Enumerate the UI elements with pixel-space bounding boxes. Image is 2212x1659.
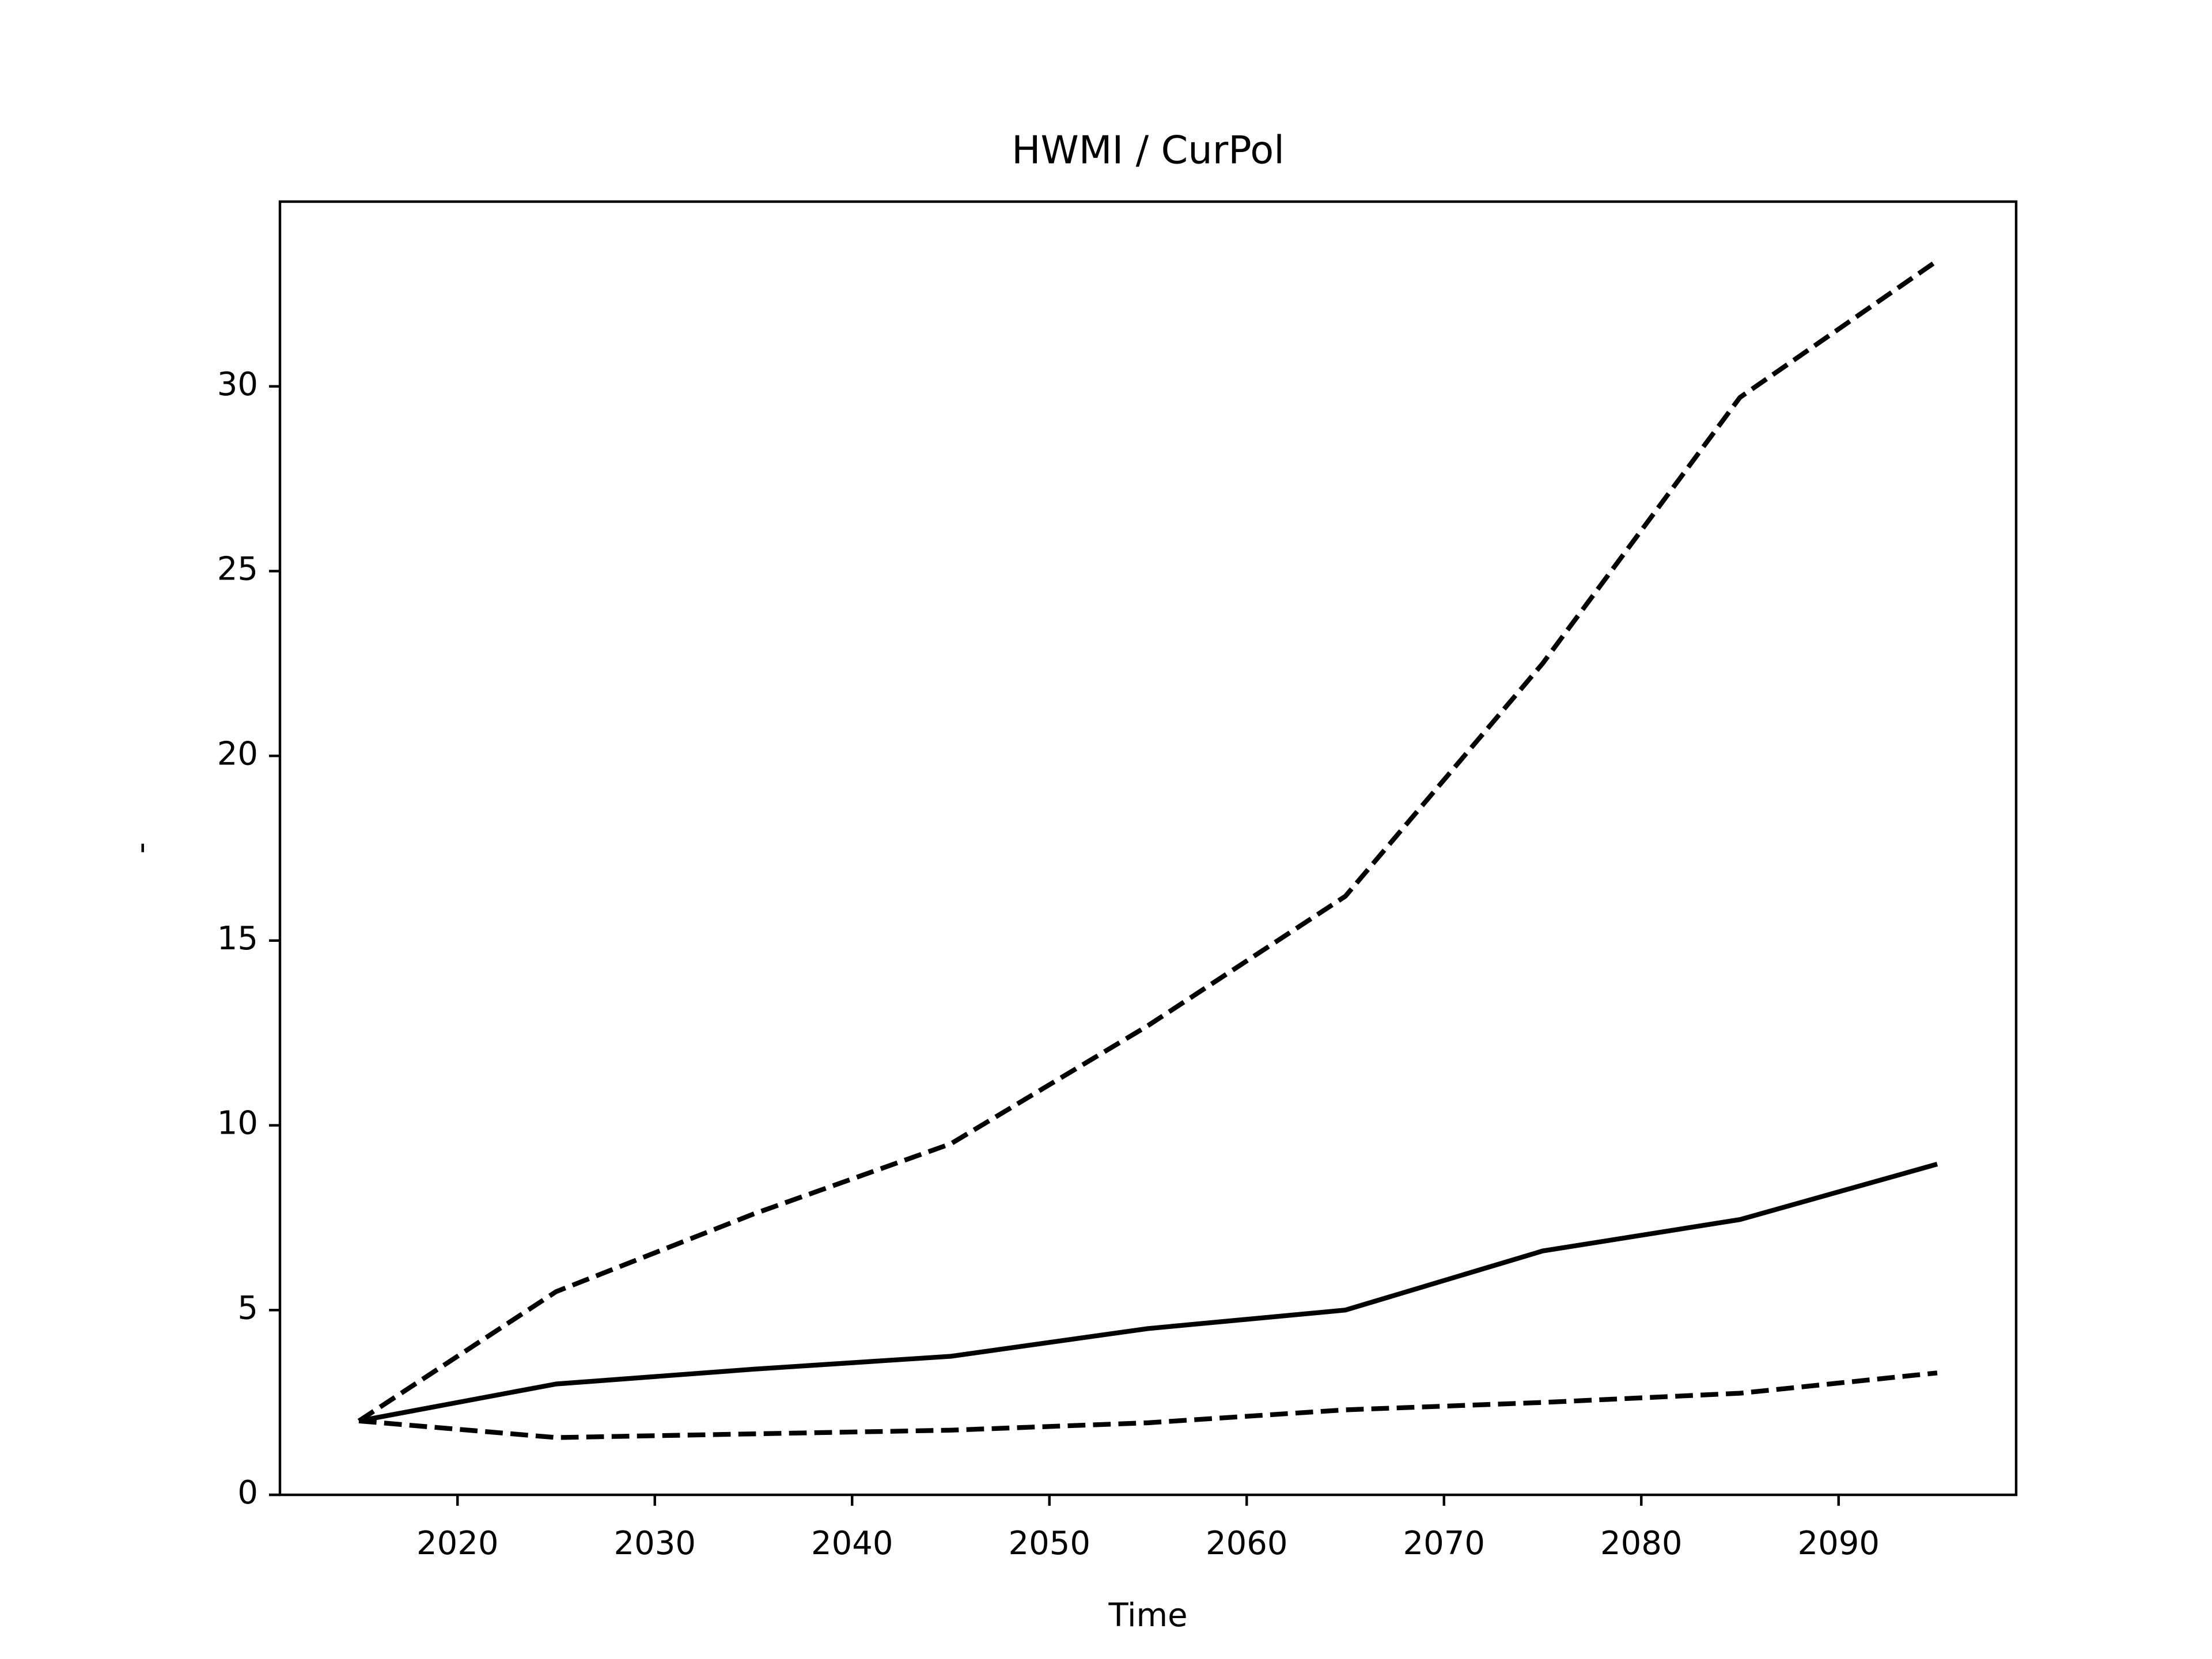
x-tick-label: 2090 [1797, 1525, 1880, 1562]
x-tick-label: 2080 [1600, 1525, 1683, 1562]
x-tick-label: 2060 [1206, 1525, 1288, 1562]
y-tick-label: 0 [237, 1474, 258, 1512]
y-tick-label: 15 [217, 920, 258, 957]
series-line [358, 1161, 1938, 1423]
x-tick-label: 2040 [811, 1525, 893, 1562]
x-tick-label: 2020 [416, 1525, 499, 1562]
series-line [358, 1370, 1938, 1440]
y-tick-label: 5 [237, 1289, 258, 1327]
y-tick-label: 25 [217, 551, 258, 588]
x-tick-label: 2070 [1403, 1525, 1485, 1562]
y-tick-label: 20 [217, 735, 258, 772]
x-tick-label: 2030 [613, 1525, 696, 1562]
series-line [357, 259, 1939, 1423]
y-tick-label: 30 [217, 366, 258, 403]
x-tick-label: 2050 [1008, 1525, 1090, 1562]
x-axis-label: Time [1108, 1597, 1187, 1634]
chart-title: HWMI / CurPol [1012, 128, 1285, 173]
y-axis-label: - [122, 842, 160, 854]
y-tick-label: 10 [217, 1105, 258, 1142]
axes-frame [278, 200, 2018, 1497]
